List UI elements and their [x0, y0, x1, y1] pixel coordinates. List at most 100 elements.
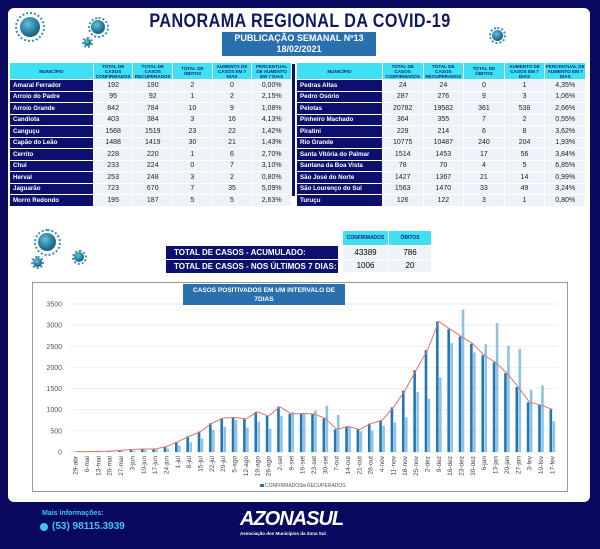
x-tick-label: 25-nov — [413, 455, 420, 476]
cell-value: 8 — [504, 126, 545, 137]
virus-icon — [489, 27, 506, 44]
x-tick-label: 17-jun — [152, 456, 159, 474]
cell-value: 5 — [504, 160, 545, 171]
bar-recovered — [484, 344, 488, 452]
x-tick-label: 30-set — [322, 456, 329, 474]
cell-value: 187 — [133, 195, 173, 206]
phone-number: (53) 98115.3939 — [52, 521, 125, 532]
bar-confirmed — [504, 373, 507, 452]
cell-value: 0,99% — [545, 172, 585, 183]
x-tick-label: 6-jan — [481, 456, 488, 471]
cell-value: 723 — [93, 183, 133, 194]
bar-confirmed — [526, 402, 530, 452]
table-row: Pedras Altas 24 24 0 1 4,35% — [297, 80, 585, 91]
cell-value: 364 — [382, 114, 423, 125]
bar-recovered — [155, 449, 158, 452]
x-tick-label: 13-jan — [493, 456, 500, 474]
bar-confirmed — [231, 417, 235, 452]
cell-value: 0,55% — [545, 114, 585, 125]
bar-confirmed — [265, 416, 269, 452]
cell-value: 3,62% — [545, 126, 585, 137]
municipality-name: Pelotas — [297, 103, 382, 114]
municipality-name: Arroio Grande — [10, 103, 93, 114]
bar-recovered — [234, 419, 238, 452]
bar-confirmed — [118, 450, 121, 452]
x-tick-label: 20-mai — [107, 456, 114, 476]
municipality-name: Santa Vitória do Palmar — [297, 149, 382, 160]
cell-value: 9 — [464, 91, 504, 102]
bar-confirmed — [152, 449, 155, 452]
totals-7days-deaths: 20 — [389, 260, 431, 272]
municipality-name: Rio Grande — [297, 137, 382, 148]
cell-value: 2,15% — [252, 91, 291, 102]
cell-value: 3 — [173, 172, 212, 183]
table-row: Rio Grande 10775 10487 240 204 1,93% — [297, 137, 585, 148]
cell-value: 0 — [212, 80, 252, 91]
chart-title-box: CASOS POSITIVADOS EM UM INTERVALO DE 7DI… — [183, 284, 345, 312]
cell-value: 56 — [504, 149, 545, 160]
totals-accumulated-label: TOTAL DE CASOS - ACUMULADO: — [166, 246, 338, 259]
municipality-name: Jaguarão — [10, 183, 93, 194]
x-tick-label: 16-dez — [447, 456, 454, 476]
y-tick-label: 1000 — [46, 407, 62, 414]
cell-value: 1453 — [423, 149, 464, 160]
bar-recovered — [359, 431, 363, 452]
bar-confirmed — [277, 406, 280, 452]
table-row: São Lourenço do Sul 1563 1470 33 49 3,24% — [297, 183, 585, 194]
info-label: Mais informações: — [42, 510, 104, 517]
x-tick-label: 8-jul — [186, 455, 193, 468]
table-row: Pinheiro Machado 364 355 7 2 0,55% — [297, 114, 585, 125]
bar-recovered — [439, 377, 442, 452]
cell-value: 33 — [464, 183, 504, 194]
cell-value: 6 — [212, 149, 252, 160]
municipality-name: Chui — [10, 160, 93, 171]
totals-accumulated-confirmed: 43389 — [343, 247, 388, 259]
x-tick-label: 10-fev — [538, 455, 545, 474]
bar-recovered — [336, 414, 340, 452]
bar-confirmed — [515, 387, 519, 452]
cell-value: 5,09% — [252, 183, 291, 194]
cell-value: 17 — [464, 149, 504, 160]
table-row: São José do Norte 1427 1367 21 14 0,99% — [297, 172, 585, 183]
municipality-name: Herval — [10, 172, 93, 183]
x-tick-label: 28-out — [368, 456, 375, 475]
table-row: Canguçu 1568 1519 23 22 1,42% — [10, 126, 291, 137]
cell-value: 20782 — [382, 103, 423, 114]
chart-subtitle: de 29/04/2020 à 17/02/2021 — [223, 305, 305, 312]
x-tick-label: 29-jul — [220, 455, 227, 471]
cell-value: 7 — [212, 160, 252, 171]
cell-value: 1427 — [382, 172, 423, 183]
bar-recovered — [223, 426, 227, 452]
cell-value: 1568 — [93, 126, 133, 137]
bar-recovered — [450, 343, 453, 452]
x-tick-label: 18-nov — [402, 455, 409, 476]
cell-value: 0,80% — [252, 172, 291, 183]
cell-value: 3,10% — [252, 160, 291, 171]
publication-label: PUBLICAÇÃO SEMANAL Nº13 — [234, 33, 364, 43]
cell-value: 10487 — [423, 137, 464, 148]
bar-confirmed — [129, 449, 133, 452]
cell-value: 126 — [382, 195, 423, 206]
cell-value: 24 — [382, 80, 423, 91]
cell-value: 122 — [423, 195, 464, 206]
bar-confirmed — [140, 449, 144, 452]
municipality-name: Pinheiro Machado — [297, 114, 382, 125]
municipality-name: Capão do Leão — [10, 137, 93, 148]
bar-recovered — [552, 421, 556, 452]
table-header-row: MUNICÍPIO TOTAL DE CASOS CONFIRMADOS TOTAL… — [297, 63, 585, 79]
cell-value: 49 — [504, 183, 545, 194]
chart-title: CASOS POSITIVADOS EM UM INTERVALO DE 7DI… — [193, 287, 335, 303]
bar-recovered — [132, 450, 136, 452]
municipality-name: Pedro Osório — [297, 91, 382, 102]
cell-value: 2,70% — [252, 149, 291, 160]
bar-recovered — [416, 391, 419, 452]
cell-value: 95 — [93, 91, 133, 102]
column-header: TOTAL DE CASOS CONFIRMADOS — [93, 63, 133, 79]
x-tick-label: 14-out — [345, 456, 352, 475]
cell-value: 1419 — [133, 137, 173, 148]
bar-confirmed — [538, 405, 541, 452]
totals-accumulated-deaths: 786 — [389, 247, 431, 259]
cell-value: 1,43% — [252, 137, 291, 148]
cell-value: 538 — [504, 103, 545, 114]
cell-value: 2 — [504, 114, 545, 125]
